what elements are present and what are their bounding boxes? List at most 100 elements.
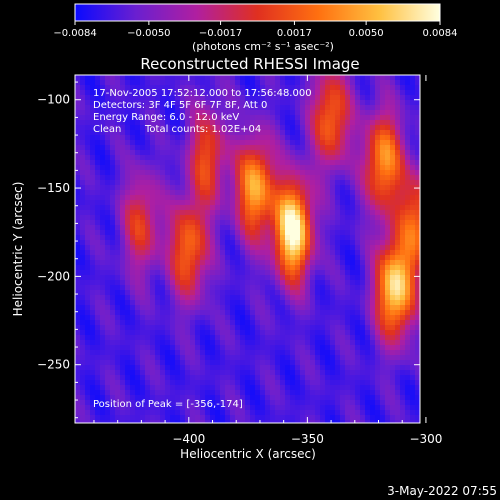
heatmap-cell <box>330 85 336 91</box>
heatmap-cell <box>415 210 420 216</box>
heatmap-cell <box>165 340 171 346</box>
heatmap-cell <box>210 380 216 386</box>
heatmap-cell <box>280 260 286 266</box>
heatmap-cell <box>105 155 111 161</box>
heatmap-cell <box>275 415 281 421</box>
heatmap-cell <box>130 135 136 141</box>
heatmap-cell <box>415 275 420 281</box>
heatmap-cell <box>315 295 321 301</box>
heatmap-cell <box>145 75 151 81</box>
heatmap-cell <box>405 205 411 211</box>
heatmap-cell <box>395 340 401 346</box>
heatmap-cell <box>140 285 146 291</box>
heatmap-cell <box>90 410 96 416</box>
heatmap-cell <box>410 285 416 291</box>
heatmap-cell <box>300 205 306 211</box>
heatmap-cell <box>395 115 401 121</box>
heatmap-cell <box>155 400 161 406</box>
heatmap-cell <box>340 385 346 391</box>
heatmap-cell <box>210 370 216 376</box>
heatmap-cell <box>120 80 126 86</box>
heatmap-cell <box>245 170 251 176</box>
heatmap-cell <box>80 400 86 406</box>
heatmap-cell <box>90 210 96 216</box>
heatmap-cell <box>145 230 151 236</box>
heatmap-cell <box>370 295 376 301</box>
heatmap-cell <box>415 315 420 321</box>
heatmap-cell <box>335 215 341 221</box>
heatmap-cell <box>270 135 276 141</box>
heatmap-cell <box>225 135 231 141</box>
heatmap-cell <box>365 375 371 381</box>
heatmap-cell <box>380 175 386 181</box>
heatmap-cell <box>410 265 416 271</box>
heatmap-cell <box>205 340 211 346</box>
heatmap-cell <box>160 120 166 126</box>
heatmap-cell <box>350 150 356 156</box>
heatmap-cell <box>175 100 181 106</box>
heatmap-cell <box>215 385 221 391</box>
heatmap-cell <box>125 100 131 106</box>
heatmap-cell <box>135 255 141 261</box>
heatmap-cell <box>185 340 191 346</box>
heatmap-cell <box>405 160 411 166</box>
heatmap-cell <box>150 275 156 281</box>
heatmap-cell <box>330 170 336 176</box>
heatmap-cell <box>230 150 236 156</box>
heatmap-cell <box>200 210 206 216</box>
heatmap-cell <box>400 235 406 241</box>
heatmap-cell <box>265 270 271 276</box>
heatmap-cell <box>320 95 326 101</box>
heatmap-cell <box>260 365 266 371</box>
heatmap-cell <box>135 130 141 136</box>
heatmap-cell <box>115 90 121 96</box>
heatmap-cell <box>180 220 186 226</box>
heatmap-cell <box>385 80 391 86</box>
heatmap-cell <box>315 155 321 161</box>
heatmap-cell <box>170 340 176 346</box>
heatmap-cell <box>125 225 131 231</box>
heatmap-cell <box>165 415 171 421</box>
heatmap-cell <box>345 285 351 291</box>
heatmap-cell <box>110 345 116 351</box>
heatmap-cell <box>325 390 331 396</box>
heatmap-cell <box>230 340 236 346</box>
heatmap-cell <box>215 95 221 101</box>
heatmap-cell <box>95 220 101 226</box>
heatmap-cell <box>405 410 411 416</box>
heatmap-cell <box>390 190 396 196</box>
heatmap-cell <box>90 125 96 131</box>
heatmap-cell <box>365 95 371 101</box>
heatmap-cell <box>380 360 386 366</box>
heatmap-cell <box>305 225 311 231</box>
heatmap-cell <box>130 340 136 346</box>
heatmap-cell <box>105 370 111 376</box>
heatmap-cell <box>115 110 121 116</box>
heatmap-cell <box>245 370 251 376</box>
heatmap-cell <box>305 155 311 161</box>
heatmap-cell <box>110 140 116 146</box>
heatmap-cell <box>330 195 336 201</box>
annotation-detectors: Detectors: 3F 4F 5F 6F 7F 8F, Att 0 <box>93 100 267 111</box>
heatmap-cell <box>120 325 126 331</box>
heatmap-cell <box>325 130 331 136</box>
heatmap-cell <box>305 85 311 91</box>
heatmap-cell <box>180 365 186 371</box>
heatmap-cell <box>255 240 261 246</box>
heatmap-cell <box>110 110 116 116</box>
heatmap-cell <box>335 390 341 396</box>
heatmap-cell <box>270 225 276 231</box>
heatmap-cell <box>250 270 256 276</box>
heatmap-cell <box>265 290 271 296</box>
heatmap-cell <box>380 235 386 241</box>
heatmap-cell <box>380 130 386 136</box>
heatmap-cell <box>365 395 371 401</box>
heatmap-cell <box>80 240 86 246</box>
heatmap-cell <box>265 120 271 126</box>
heatmap-cell <box>305 215 311 221</box>
heatmap-cell <box>350 310 356 316</box>
heatmap-cell <box>395 250 401 256</box>
heatmap-cell <box>85 405 91 411</box>
heatmap-cell <box>155 145 161 151</box>
heatmap-cell <box>75 420 81 423</box>
